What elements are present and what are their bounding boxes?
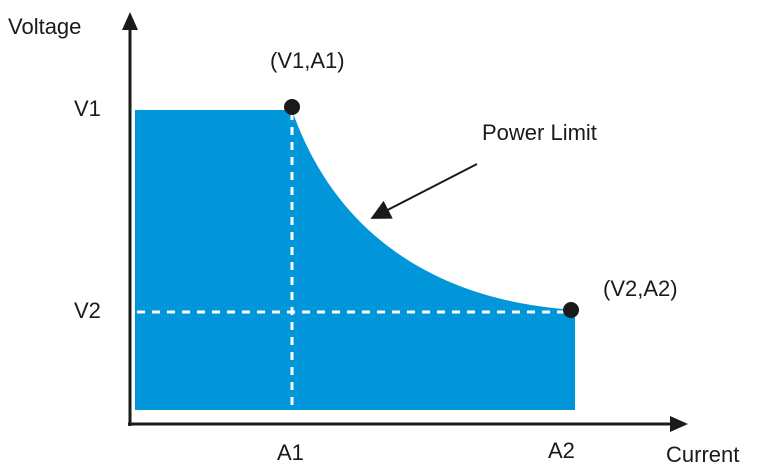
y-axis-label: Voltage xyxy=(8,14,81,39)
tick-a2: A2 xyxy=(548,438,575,463)
point-v2-a2 xyxy=(563,302,579,318)
x-axis-label: Current xyxy=(666,442,739,466)
point-v1-a1 xyxy=(284,99,300,115)
x-axis-arrow-icon xyxy=(670,416,688,432)
power-limit-label: Power Limit xyxy=(482,120,597,145)
tick-a1: A1 xyxy=(277,440,304,465)
point1-label: (V1,A1) xyxy=(270,48,345,73)
power-limit-arrow xyxy=(370,163,478,219)
tick-v2: V2 xyxy=(74,298,101,323)
point2-label: (V2,A2) xyxy=(603,276,678,301)
operating-region xyxy=(135,110,575,410)
tick-v1: V1 xyxy=(74,96,101,121)
y-axis-arrow-icon xyxy=(122,12,138,30)
